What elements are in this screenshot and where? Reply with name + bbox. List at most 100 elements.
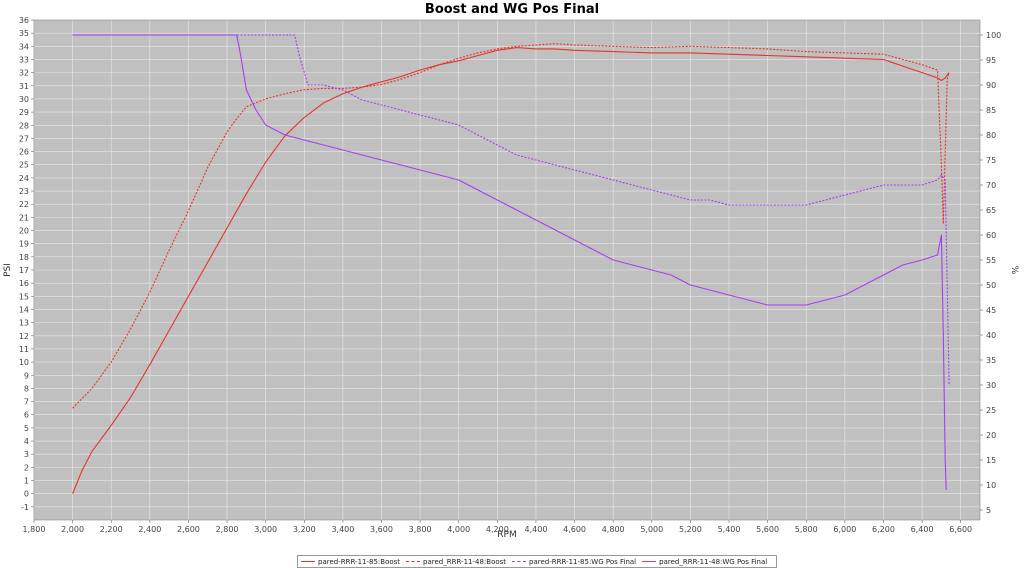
- y2-tick-label: 15: [986, 456, 996, 465]
- y-tick-label: 31: [19, 82, 29, 91]
- y2-tick-label: 95: [986, 56, 996, 65]
- y-tick-label: 13: [19, 319, 29, 328]
- x-tick-label: 2,400: [138, 525, 161, 534]
- x-tick-label: 4,600: [563, 525, 586, 534]
- y-tick-label: 2: [24, 463, 29, 472]
- y-tick-label: 10: [19, 358, 29, 367]
- y-tick-label: 11: [19, 345, 29, 354]
- y-tick-label: 0: [24, 490, 29, 499]
- y-tick-label: 27: [19, 134, 29, 143]
- y-tick-label: 14: [19, 305, 29, 314]
- series-layer: [72, 34, 950, 494]
- y2-tick-label: 40: [986, 331, 996, 340]
- x-tick-label: 3,800: [409, 525, 432, 534]
- y-tick-label: 3: [24, 450, 29, 459]
- y2-tick-label: 90: [986, 81, 996, 90]
- x-tick-label: 5,000: [640, 525, 663, 534]
- legend-label: pared-RRR-11-85:Boost: [318, 557, 401, 566]
- grid: [33, 19, 980, 520]
- legend-item: pared-RRR-11-85:WG Pos Final: [512, 558, 636, 566]
- y2-tick-label: 70: [986, 181, 996, 190]
- chart-title: Boost and WG Pos Final: [425, 2, 599, 17]
- x-tick-label: 5,600: [756, 525, 779, 534]
- x-tick-label: 6,400: [911, 525, 934, 534]
- y-tick-label: 26: [19, 148, 29, 157]
- x-tick-label: 4,400: [525, 525, 548, 534]
- y-tick-label: 36: [19, 16, 29, 25]
- x-tick-label: 1,800: [23, 525, 46, 534]
- y2-axis-label: %: [1009, 266, 1019, 275]
- y-tick-label: 1: [24, 477, 29, 486]
- y-tick-label: 30: [19, 95, 29, 104]
- y2-tick-label: 60: [986, 231, 996, 240]
- y-axis-label: PSI: [3, 263, 13, 277]
- legend-swatch: [301, 561, 315, 562]
- y2-tick-label: 10: [986, 481, 996, 490]
- x-tick-label: 2,000: [61, 525, 84, 534]
- x-tick-label: 3,600: [370, 525, 393, 534]
- x-tick-label: 6,600: [949, 525, 972, 534]
- x-tick-label: 2,800: [216, 525, 239, 534]
- y-tick-label: 18: [19, 253, 29, 262]
- y-tick-label: -1: [21, 503, 29, 512]
- y-tick-label: 20: [19, 227, 29, 236]
- y2-tick-label: 20: [986, 431, 996, 440]
- y-tick-label: 12: [19, 332, 29, 341]
- y-tick-label: 32: [19, 69, 29, 78]
- y-tick-label: 19: [19, 240, 29, 249]
- y2-tick-label: 5: [986, 506, 991, 515]
- y-tick-label: 16: [19, 279, 29, 288]
- y-tick-label: 24: [19, 174, 29, 183]
- y-tick-label: 17: [19, 266, 29, 275]
- y2-tick-label: 35: [986, 356, 996, 365]
- legend-swatch: [406, 561, 421, 562]
- x-tick-label: 2,200: [100, 525, 123, 534]
- y2-tick-label: 55: [986, 256, 996, 265]
- y-tick-label: 9: [24, 371, 29, 380]
- y-tick-label: 15: [19, 292, 29, 301]
- y-tick-label: 33: [19, 55, 29, 64]
- legend-item: pared_RRR-11-48:WG Pos Final: [642, 558, 767, 566]
- legend-swatch: [512, 561, 527, 562]
- y-tick-label: 6: [24, 411, 29, 420]
- x-tick-label: 6,000: [833, 525, 856, 534]
- y-tick-label: 5: [24, 424, 29, 433]
- y-tick-label: 28: [19, 121, 29, 130]
- x-tick-label: 4,200: [486, 525, 509, 534]
- series-line: [72, 34, 947, 491]
- y-tick-label: 35: [19, 29, 29, 38]
- y2-tick-label: 80: [986, 131, 996, 140]
- legend-label: pared_RRR-11-48:Boost: [423, 557, 507, 566]
- y2-tick-label: 30: [986, 381, 996, 390]
- legend-label: pared_RRR-11-48:WG Pos Final: [659, 557, 768, 566]
- series-line: [72, 34, 950, 386]
- legend-label: pared-RRR-11-85:WG Pos Final: [529, 557, 637, 566]
- x-axis-label: RPM: [497, 530, 516, 540]
- x-tick-label: 5,800: [795, 525, 818, 534]
- series-line: [72, 43, 950, 409]
- y-tick-label: 29: [19, 108, 29, 117]
- y2-tick-label: 75: [986, 156, 996, 165]
- y-axis-ticks: -101234567891011121314151617181920212223…: [19, 16, 34, 512]
- y2-tick-label: 45: [986, 306, 996, 315]
- y2-tick-label: 100: [986, 31, 1001, 40]
- y2-tick-label: 50: [986, 281, 996, 290]
- x-tick-label: 2,600: [177, 525, 200, 534]
- y-tick-label: 21: [19, 213, 29, 222]
- y-tick-label: 4: [24, 437, 29, 446]
- series-line: [72, 47, 950, 494]
- x-tick-label: 3,200: [293, 525, 316, 534]
- y-tick-label: 7: [24, 398, 29, 407]
- x-tick-label: 4,000: [447, 525, 470, 534]
- x-tick-label: 4,800: [602, 525, 625, 534]
- y-tick-label: 22: [19, 200, 29, 209]
- y2-tick-label: 65: [986, 206, 996, 215]
- y-tick-label: 23: [19, 187, 29, 196]
- legend: pared-RRR-11-85:Boost pared_RRR-11-48:Boo…: [297, 555, 778, 568]
- x-tick-label: 6,200: [872, 525, 895, 534]
- y-tick-label: 8: [24, 384, 29, 393]
- x-tick-label: 5,200: [679, 525, 702, 534]
- legend-item: pared-RRR-11-85:Boost: [301, 558, 400, 566]
- x-tick-label: 5,400: [718, 525, 741, 534]
